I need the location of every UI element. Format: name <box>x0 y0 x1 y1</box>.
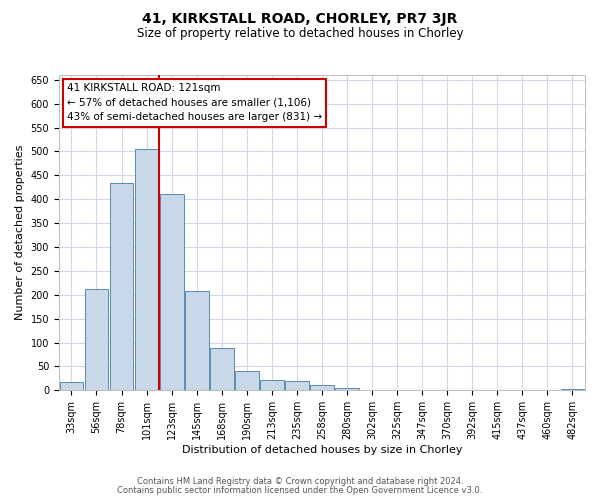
Text: Contains HM Land Registry data © Crown copyright and database right 2024.: Contains HM Land Registry data © Crown c… <box>137 477 463 486</box>
X-axis label: Distribution of detached houses by size in Chorley: Distribution of detached houses by size … <box>182 445 462 455</box>
Bar <box>85 289 109 390</box>
Bar <box>59 382 83 390</box>
Bar <box>210 348 233 391</box>
Bar <box>235 371 259 390</box>
Bar <box>134 149 158 390</box>
Bar <box>185 291 209 390</box>
Bar <box>260 380 284 390</box>
Y-axis label: Number of detached properties: Number of detached properties <box>15 145 25 320</box>
Bar <box>110 182 133 390</box>
Text: Contains public sector information licensed under the Open Government Licence v3: Contains public sector information licen… <box>118 486 482 495</box>
Text: 41, KIRKSTALL ROAD, CHORLEY, PR7 3JR: 41, KIRKSTALL ROAD, CHORLEY, PR7 3JR <box>142 12 458 26</box>
Text: 41 KIRKSTALL ROAD: 121sqm
← 57% of detached houses are smaller (1,106)
43% of se: 41 KIRKSTALL ROAD: 121sqm ← 57% of detac… <box>67 83 322 122</box>
Bar <box>310 384 334 390</box>
Text: Size of property relative to detached houses in Chorley: Size of property relative to detached ho… <box>137 28 463 40</box>
Bar <box>285 382 309 390</box>
Bar <box>335 388 359 390</box>
Bar <box>160 194 184 390</box>
Bar <box>560 389 584 390</box>
